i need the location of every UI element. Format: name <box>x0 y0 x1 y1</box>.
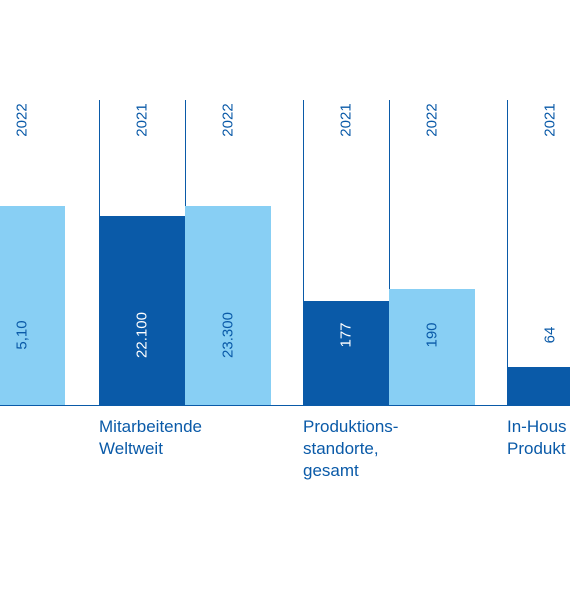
value-label: 22.100 <box>134 312 151 358</box>
bar-2021 <box>507 367 570 405</box>
value-label: 64 <box>542 327 559 344</box>
category-label-line: gesamt <box>303 461 359 480</box>
value-label: 190 <box>424 322 441 347</box>
category-label-produktionsstandorte: Produktions- standorte, gesamt <box>303 416 463 482</box>
category-label-line: In-Hous <box>507 417 567 436</box>
value-label: 177 <box>338 322 355 347</box>
bar-2022 <box>389 289 475 405</box>
category-label-line: Mitarbeitende <box>99 417 203 436</box>
year-label-clipped: 2022 <box>14 103 31 136</box>
category-label-line: Produktions- <box>303 417 399 436</box>
value-label: 23.300 <box>220 312 237 358</box>
bar-2022 <box>185 206 271 405</box>
bar-clipped-2022 <box>0 206 65 405</box>
value-label-clipped: 5,10 <box>14 320 31 349</box>
year-label: 2021 <box>542 103 559 136</box>
year-label: 2021 <box>134 103 151 136</box>
year-label: 2022 <box>424 103 441 136</box>
category-label-in-house: In-Hous Produkt <box>507 416 570 460</box>
category-label-line: Weltweit <box>99 439 163 458</box>
year-label: 2022 <box>220 103 237 136</box>
year-label: 2021 <box>338 103 355 136</box>
category-label-mitarbeitende: Mitarbeitende Weltweit <box>99 416 259 460</box>
bar-2021 <box>303 301 389 405</box>
category-label-line: Produkt <box>507 439 566 458</box>
category-label-line: standorte, <box>303 439 379 458</box>
bar-2021 <box>99 216 185 405</box>
